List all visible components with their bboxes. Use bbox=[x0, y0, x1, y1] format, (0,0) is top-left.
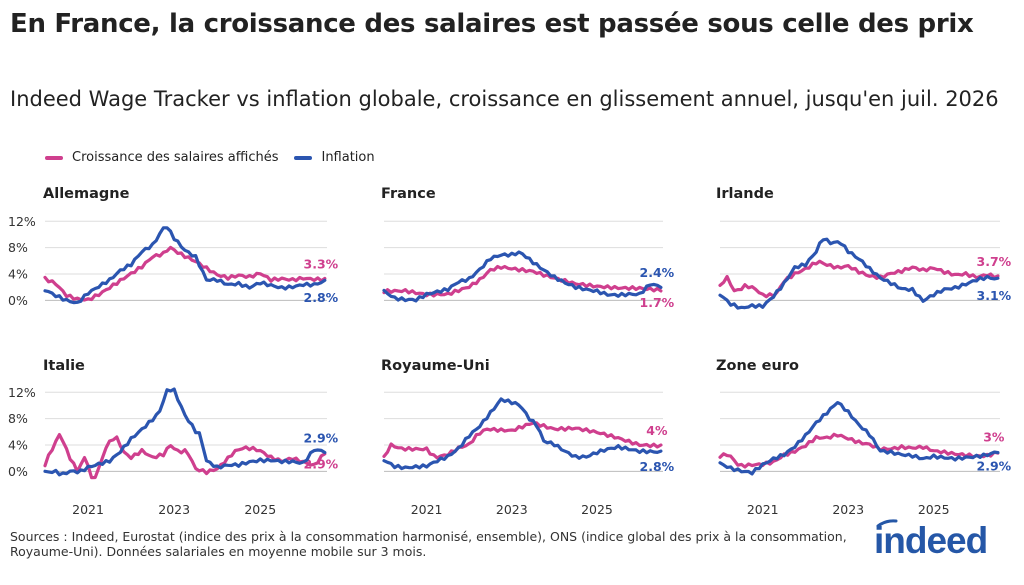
end-label-allemagne-inflation: 2.8% bbox=[304, 290, 339, 305]
y-tick-label-allemagne-0: 0% bbox=[8, 293, 28, 308]
panel-title-zone-euro: Zone euro bbox=[716, 358, 799, 374]
panel-title-allemagne: Allemagne bbox=[43, 186, 130, 202]
end-label-zone-euro-wages: 3% bbox=[983, 430, 1005, 445]
y-tick-label-allemagne-3: 12% bbox=[8, 214, 36, 229]
series-line-france-wages bbox=[382, 264, 663, 298]
x-tick-label-royaume-uni-1: 2023 bbox=[496, 502, 528, 517]
y-tick-label-italie-3: 12% bbox=[8, 385, 36, 400]
panel-title-italie: Italie bbox=[43, 358, 85, 374]
series-line-royaume-uni-wages bbox=[382, 421, 663, 460]
series-line-allemagne-inflation bbox=[43, 226, 327, 305]
y-tick-label-italie-1: 4% bbox=[8, 438, 28, 453]
legend-swatch-inflation bbox=[294, 155, 313, 160]
series-line-allemagne-wages bbox=[43, 245, 327, 302]
panel-title-france: France bbox=[381, 186, 436, 202]
legend-item-wages: Croissance des salaires affichés bbox=[45, 150, 278, 165]
indeed-logo: indeed bbox=[874, 519, 988, 561]
chart-legend: Croissance des salaires affichés Inflati… bbox=[45, 150, 391, 165]
series-line-irlande-inflation bbox=[718, 237, 1000, 310]
indeed-logo-arc bbox=[876, 519, 898, 528]
end-label-irlande-wages: 3.7% bbox=[977, 254, 1012, 269]
end-label-allemagne-wages: 3.3% bbox=[304, 257, 339, 272]
end-label-france-inflation: 2.4% bbox=[640, 265, 675, 280]
x-tick-label-italie-0: 2021 bbox=[72, 502, 104, 517]
x-tick-label-italie-2: 2025 bbox=[244, 502, 276, 517]
series-line-zone-euro-wages bbox=[718, 432, 1000, 469]
y-tick-label-italie-2: 8% bbox=[8, 411, 28, 426]
end-label-france-wages: 1.7% bbox=[640, 295, 675, 310]
series-line-zone-euro-inflation bbox=[718, 401, 1000, 476]
panel-title-irlande: Irlande bbox=[716, 186, 774, 202]
legend-label-wages: Croissance des salaires affichés bbox=[72, 150, 279, 165]
legend-swatch-wages bbox=[45, 155, 63, 160]
series-line-irlande-wages bbox=[718, 259, 1000, 299]
x-tick-label-italie-1: 2023 bbox=[158, 502, 190, 517]
x-tick-label-zone-euro-2: 2025 bbox=[918, 502, 950, 517]
end-label-italie-wages: 2.9% bbox=[304, 456, 339, 471]
panel-title-royaume-uni: Royaume-Uni bbox=[381, 358, 490, 374]
x-tick-label-zone-euro-0: 2021 bbox=[747, 502, 779, 517]
x-tick-label-zone-euro-1: 2023 bbox=[832, 502, 864, 517]
y-tick-label-allemagne-2: 8% bbox=[8, 240, 28, 255]
series-line-italie-inflation bbox=[43, 387, 327, 477]
series-line-france-inflation bbox=[382, 250, 663, 303]
series-line-royaume-uni-inflation bbox=[382, 397, 663, 471]
x-tick-label-royaume-uni-0: 2021 bbox=[411, 502, 443, 517]
y-tick-label-italie-0: 0% bbox=[8, 464, 28, 479]
x-tick-label-royaume-uni-2: 2025 bbox=[581, 502, 613, 517]
legend-label-inflation: Inflation bbox=[321, 150, 375, 165]
page-title: En France, la croissance des salaires es… bbox=[10, 9, 974, 39]
end-label-royaume-uni-wages: 4% bbox=[646, 423, 668, 438]
end-label-italie-inflation: 2.9% bbox=[304, 430, 339, 445]
end-label-irlande-inflation: 3.1% bbox=[977, 288, 1012, 303]
end-label-zone-euro-inflation: 2.9% bbox=[977, 458, 1012, 473]
indeed-logo-text: indeed bbox=[874, 520, 987, 561]
end-label-royaume-uni-inflation: 2.8% bbox=[640, 459, 675, 474]
source-note: Sources : Indeed, Eurostat (indice des p… bbox=[10, 529, 847, 559]
page-subtitle: Indeed Wage Tracker vs inflation globale… bbox=[10, 87, 999, 111]
legend-item-inflation: Inflation bbox=[294, 150, 375, 165]
y-tick-label-allemagne-1: 4% bbox=[8, 267, 28, 282]
